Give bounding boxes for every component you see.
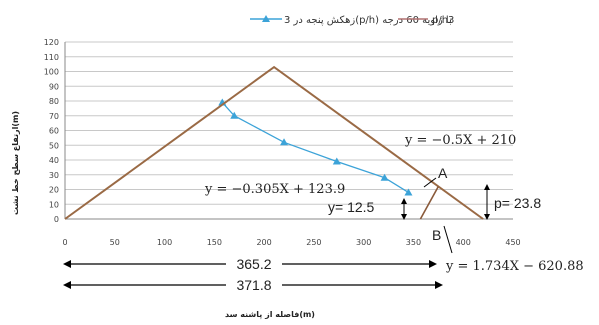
series-group — [64, 65, 484, 220]
y-axis-title: ارتفاع سطح خط نشت(m) — [11, 111, 20, 215]
grid — [65, 41, 513, 205]
series-line-2 — [64, 65, 484, 220]
series-point — [380, 173, 389, 181]
legend-series-1-label: زهکش پنجه در 3(p/h) با زاویه 60 درجه — [284, 15, 452, 26]
drain-line — [419, 186, 440, 220]
y-tick-label: 0 — [54, 215, 59, 224]
series-point — [230, 111, 239, 119]
x-tick-label: 100 — [157, 238, 172, 247]
y-tick-label: 40 — [49, 156, 59, 165]
x-tick-label: 350 — [406, 238, 421, 247]
p-measure-arrowhead-bottom — [484, 214, 490, 220]
equation-seepage-line: y = −0.305X + 123.9 — [204, 182, 345, 197]
x-axis-title: فاصله از پاشنه سد(m) — [225, 310, 315, 319]
y-tick-label: 90 — [49, 82, 59, 91]
x-tick-label: 450 — [505, 238, 520, 247]
y-measure-arrowhead-bottom — [401, 214, 407, 220]
x-tick-label: 150 — [207, 238, 222, 247]
distance-1-label: 365.2 — [236, 256, 271, 272]
y-tick-label: 30 — [49, 171, 59, 180]
series-point — [404, 188, 413, 196]
y-tick-label: 120 — [44, 38, 59, 47]
equation-drain-line: y = 1.734X − 620.88 — [445, 259, 584, 274]
y-tick-label: 80 — [49, 97, 59, 106]
y-tick-label: 50 — [49, 141, 59, 150]
distance-2-label-bg — [226, 276, 282, 293]
series-line-1 — [221, 102, 409, 194]
x-tick-labels: 0 50 100 150 200 250 300 350 400 450 — [62, 238, 520, 247]
legend-series-2-label: p/h3 — [432, 15, 454, 26]
y-tick-label: 110 — [44, 53, 59, 62]
x-tick-label: 50 — [110, 238, 120, 247]
y-tick-label: 100 — [44, 68, 59, 77]
x-tick-label: 250 — [306, 238, 321, 247]
equation-upper-slope: y = −0.5X + 210 — [404, 133, 516, 148]
y-measure-arrowhead-top — [401, 198, 407, 204]
y-tick-label: 20 — [49, 186, 59, 195]
x-tick-label: 200 — [256, 238, 271, 247]
distance-1-label-bg — [226, 255, 282, 272]
point-b-leader — [443, 225, 453, 254]
distance-arrow-1-head-right — [429, 260, 437, 268]
point-a-label: A — [438, 165, 448, 181]
distance-arrow-1-head-left — [63, 260, 71, 268]
y-measure-label: y= 12.5 — [328, 199, 375, 215]
y-tick-label: 10 — [49, 200, 59, 209]
p-measure-label: p= 23.8 — [494, 195, 541, 211]
series-point — [280, 138, 289, 146]
y-tick-label: 60 — [49, 127, 59, 136]
legend: زهکش پنجه در 3(p/h) با زاویه 60 درجه p/h… — [250, 15, 454, 26]
distance-arrow-2-head-right — [435, 281, 443, 289]
y-tick-label: 70 — [49, 112, 59, 121]
point-b-label: B — [432, 227, 441, 243]
distance-2-label: 371.8 — [236, 277, 271, 293]
legend-series-1-marker — [262, 15, 270, 22]
distance-arrow-2-head-left — [63, 281, 71, 289]
p-measure-arrowhead-top — [484, 184, 490, 190]
x-tick-label: 400 — [456, 238, 471, 247]
y-tick-labels: 0 10 20 30 40 50 60 70 80 90 100 110 120 — [44, 38, 59, 224]
series-point — [332, 157, 341, 165]
point-a-leader — [423, 177, 437, 188]
x-tick-label: 0 — [62, 238, 67, 247]
x-tick-label: 300 — [356, 238, 371, 247]
